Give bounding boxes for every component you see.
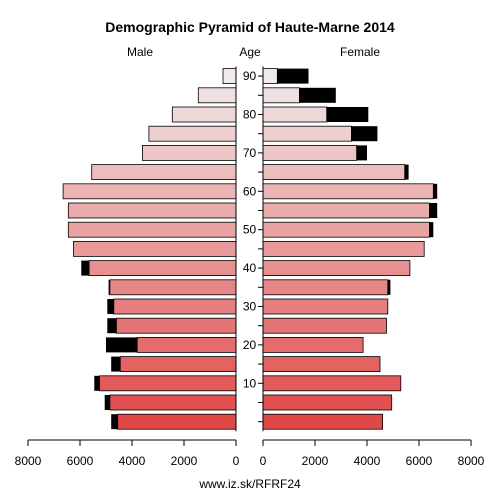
male-bar-50-54 [67, 221, 237, 238]
age-tick-label: 80 [243, 108, 257, 122]
male-bar-30-34 [113, 298, 237, 315]
male-x-tick-label: 4000 [119, 454, 146, 468]
female-bar-90+ [262, 68, 278, 84]
chart-title: Demographic Pyramid of Haute-Marne 2014 [105, 19, 395, 35]
female-bar-75-79 [262, 125, 352, 142]
male-excess-bar-35-39 [108, 279, 110, 295]
age-header: Age [239, 45, 261, 59]
female-bar-80-84 [262, 106, 328, 123]
female-excess-bar-70-74 [356, 145, 367, 161]
female-bar-15-19 [262, 356, 381, 373]
male-x-tick-label: 0 [233, 454, 240, 468]
bars-group [62, 68, 438, 430]
male-x-tick-label: 8000 [15, 454, 42, 468]
male-bar-70-74 [141, 144, 237, 161]
age-tick-label: 30 [243, 300, 257, 314]
female-x-tick-label: 2000 [302, 454, 329, 468]
source-url: www.iz.sk/RFRF24 [198, 477, 301, 491]
male-x-tick-label: 6000 [67, 454, 94, 468]
female-excess-bar-85-89 [299, 87, 336, 103]
male-bar-10-14 [99, 375, 237, 392]
male-bar-45-49 [73, 240, 237, 257]
female-bar-70-74 [262, 144, 357, 161]
male-header: Male [127, 45, 153, 59]
male-bar-40-44 [88, 260, 237, 277]
female-excess-bar-35-39 [387, 279, 391, 295]
female-bar-20-24 [262, 336, 364, 353]
male-excess-bar-5-9 [104, 395, 110, 410]
female-x-tick-label: 0 [260, 454, 267, 468]
male-bar-75-79 [148, 125, 237, 142]
male-bar-25-29 [116, 317, 237, 334]
female-bar-50-54 [262, 221, 430, 238]
age-tick-label: 10 [243, 376, 257, 390]
female-x-tick-label: 8000 [458, 454, 485, 468]
male-bar-80-84 [171, 106, 237, 123]
female-excess-bar-50-54 [429, 222, 434, 238]
female-x-tick-label: 6000 [406, 454, 433, 468]
female-bar-25-29 [262, 317, 387, 334]
age-tick-label: 70 [243, 146, 257, 160]
female-bar-0-4 [262, 413, 383, 430]
male-excess-bar-10-14 [94, 375, 100, 391]
age-tick-label: 50 [243, 223, 257, 237]
female-excess-bar-60-64 [433, 183, 438, 199]
male-excess-bar-25-29 [107, 318, 117, 334]
male-bar-0-4 [117, 413, 237, 430]
female-bar-55-59 [262, 202, 430, 219]
axes-group: 10 20 30 40 50 60 70 80 90 8000 6000 4000 2000 0 0 2000… [15, 66, 485, 468]
male-bar-15-19 [119, 356, 237, 373]
male-bar-60-64 [62, 183, 237, 200]
male-bar-55-59 [67, 202, 237, 219]
female-bar-45-49 [262, 240, 425, 257]
female-bar-5-9 [262, 394, 393, 411]
male-bar-90+ [222, 68, 237, 84]
female-bar-30-34 [262, 298, 389, 315]
male-excess-bar-30-34 [107, 299, 114, 314]
male-excess-bar-0-4 [111, 414, 118, 430]
female-excess-bar-80-84 [326, 107, 369, 122]
male-excess-bar-20-24 [106, 337, 138, 353]
age-tick-label: 90 [243, 69, 257, 83]
age-tick-label: 60 [243, 184, 257, 198]
female-header: Female [340, 45, 380, 59]
male-bar-85-89 [197, 87, 237, 104]
male-bar-20-24 [136, 336, 237, 353]
male-excess-bar-40-44 [81, 260, 90, 276]
female-excess-bar-75-79 [351, 126, 378, 142]
female-bar-40-44 [262, 260, 411, 277]
age-tick-label: 40 [243, 261, 257, 275]
female-excess-bar-55-59 [429, 203, 438, 218]
male-excess-bar-15-19 [111, 356, 121, 372]
female-bar-60-64 [262, 183, 434, 200]
female-excess-bar-65-69 [404, 164, 409, 180]
female-bar-85-89 [262, 87, 300, 104]
female-excess-bar-90+ [277, 68, 309, 84]
male-bar-5-9 [109, 394, 237, 411]
female-x-tick-label: 4000 [354, 454, 381, 468]
female-bar-10-14 [262, 375, 402, 392]
female-bar-65-69 [262, 164, 406, 181]
male-bar-35-39 [109, 279, 237, 296]
age-tick-label: 20 [243, 338, 257, 352]
male-bar-65-69 [91, 164, 237, 181]
male-x-tick-label: 2000 [171, 454, 198, 468]
female-bar-35-39 [262, 279, 389, 296]
